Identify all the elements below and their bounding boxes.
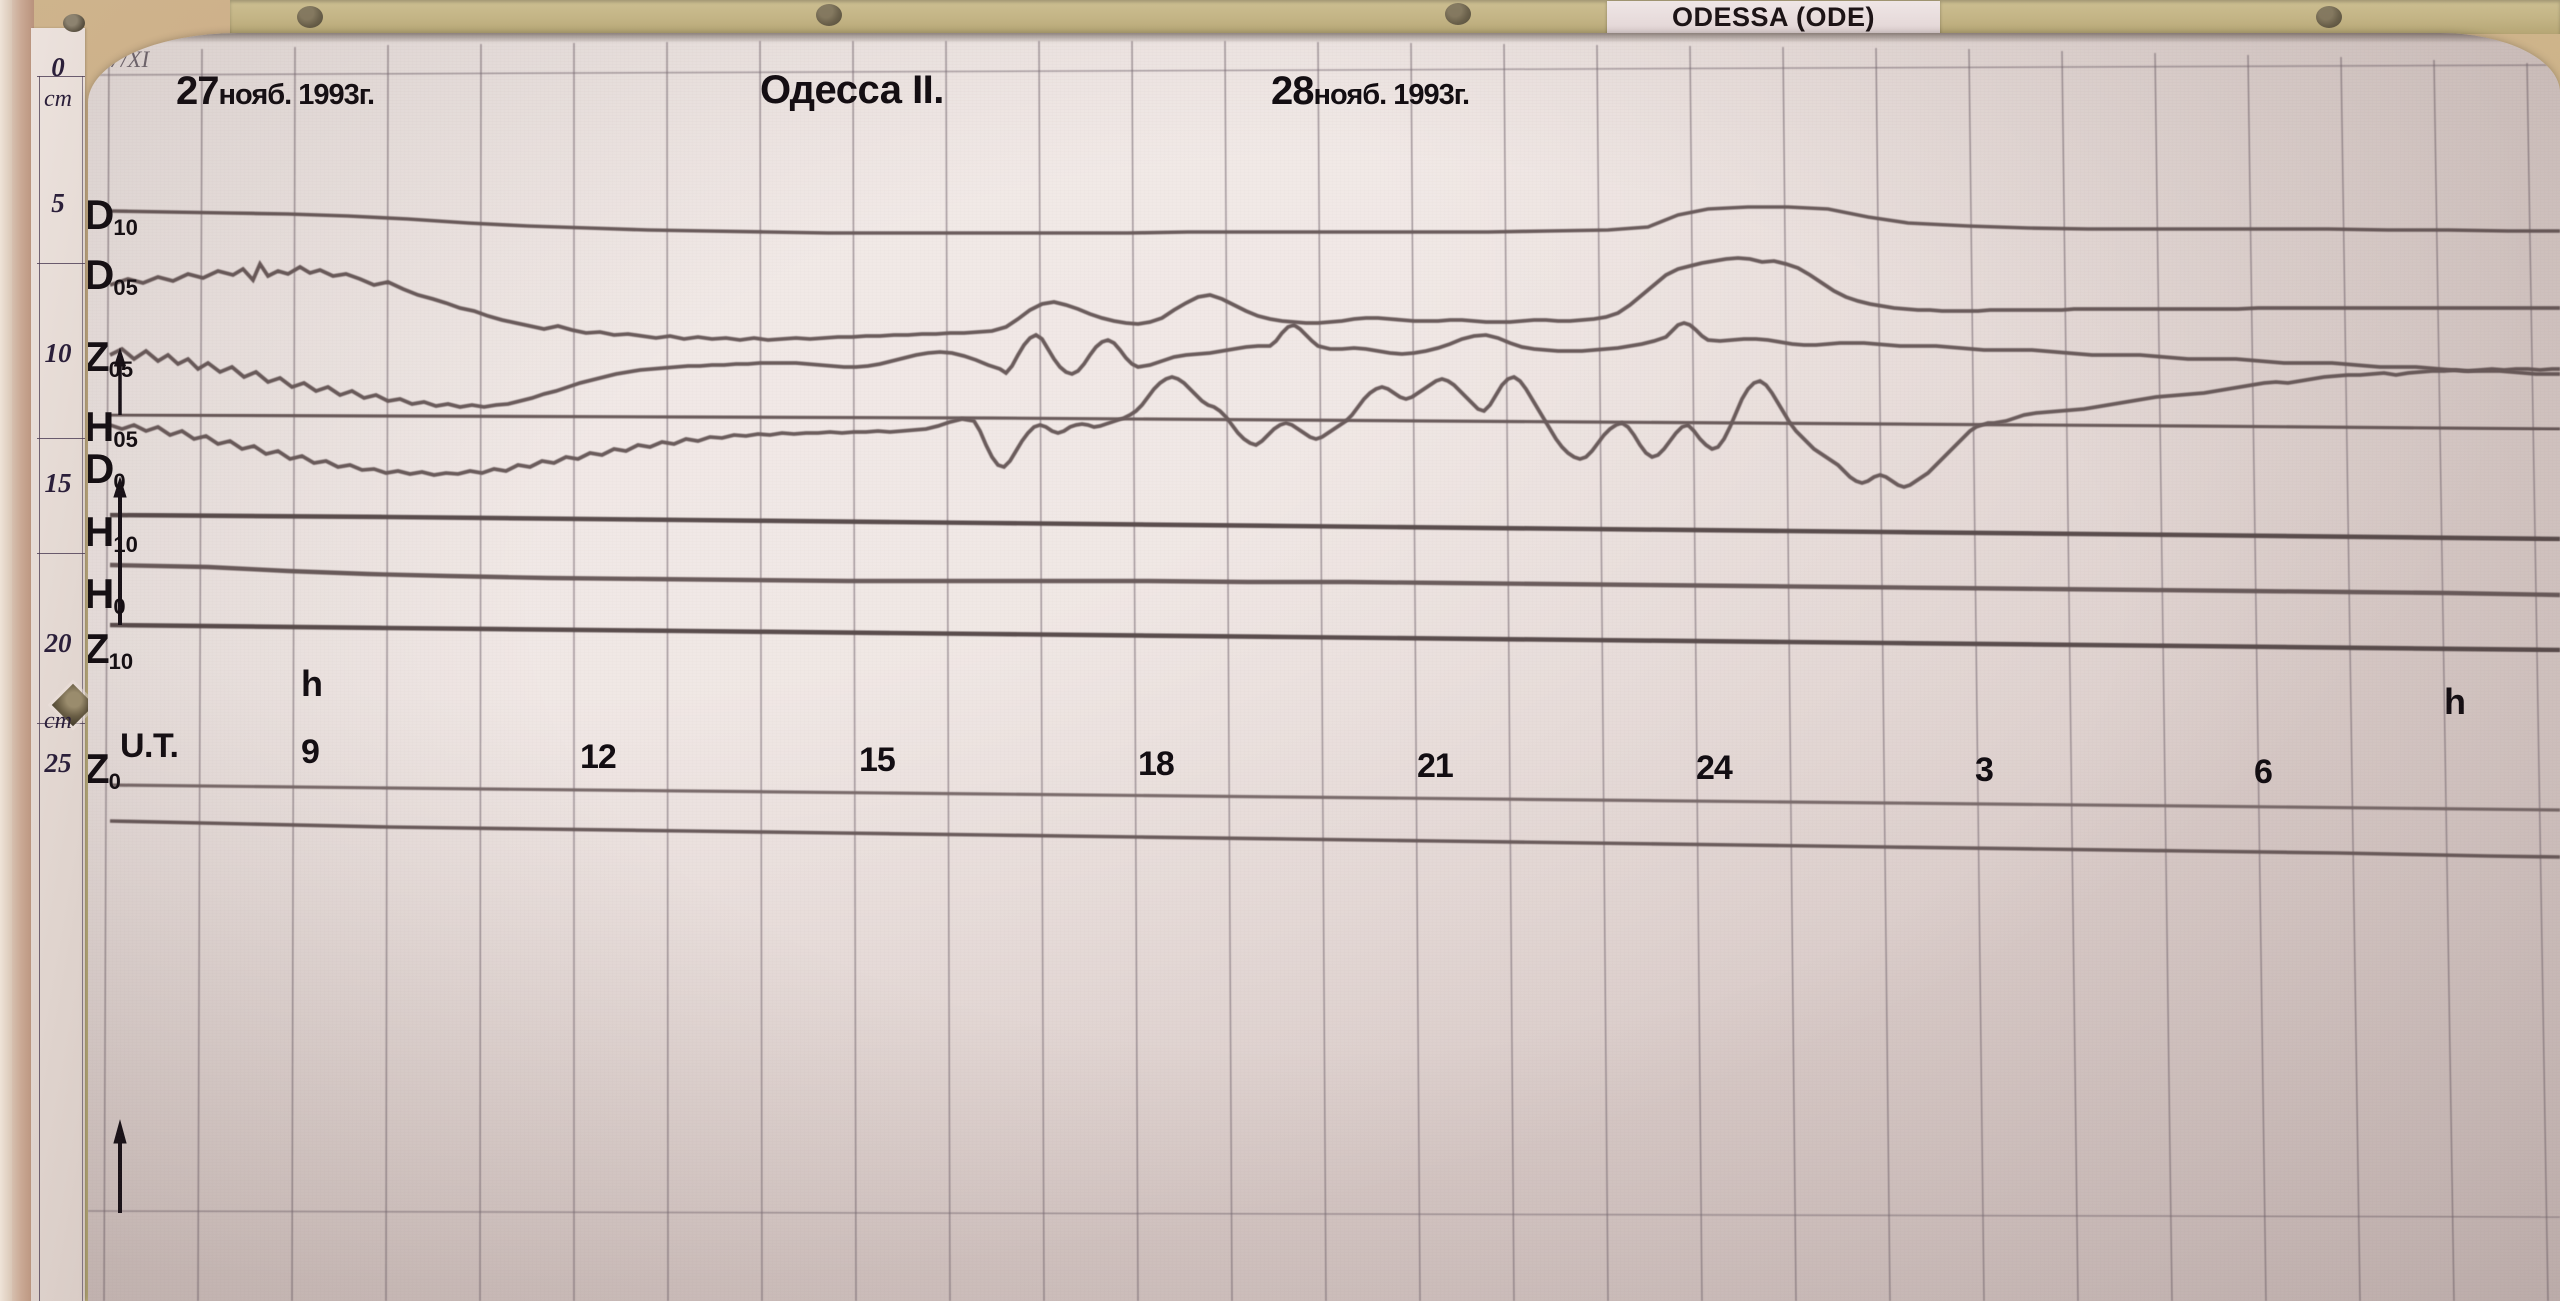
ruler-tick: [37, 438, 85, 439]
time-tick-24: 24: [1696, 749, 1733, 787]
universal-time-label: U.T.: [120, 727, 179, 765]
time-tick-18: 18: [1138, 745, 1175, 783]
trace-label-Z0: Z0: [88, 745, 121, 794]
time-tick-15: 15: [859, 741, 896, 779]
trace-label-H05: H05: [88, 403, 138, 452]
wood-batten: [230, 0, 2560, 34]
time-tick-12: 12: [580, 738, 617, 776]
scale-arrow-icon: [113, 347, 127, 415]
ruler-unit-top: cm: [44, 86, 72, 112]
ruler-vertical-line: [39, 76, 40, 1301]
grid-horizontal: [88, 64, 2560, 1218]
screw-icon: [2316, 6, 2342, 28]
trace-label-D0: D0: [88, 445, 126, 494]
trace-D10: [109, 205, 2560, 235]
screw-icon: [816, 4, 842, 26]
hour-symbol-left: h: [301, 663, 323, 704]
trace-label-Z10: Z10: [88, 625, 134, 674]
ruler-tick: [37, 263, 85, 264]
left-date-label: 27нояб. 1993г.: [176, 69, 376, 114]
ruler-mark-25: 25: [44, 748, 72, 778]
trace-Z10: [109, 783, 2560, 812]
scale-arrow-icon: [113, 476, 127, 625]
trace-label-Z05: Z05: [88, 333, 134, 382]
right-date-day: 28: [1271, 69, 1314, 113]
nail-icon: [63, 14, 85, 32]
ruler-tick: [37, 553, 85, 554]
ruler-tick: [37, 76, 85, 77]
wall-left-trim: [0, 0, 12, 1301]
ruler-mark-5: 5: [51, 188, 65, 218]
ruler-mark-20: 20: [44, 628, 72, 658]
trace-label-H10: H10: [88, 508, 138, 557]
time-tick-9: 9: [301, 733, 320, 771]
magnetogram-plot: [88, 40, 2560, 1301]
ruler-mark-10: 10: [44, 338, 72, 368]
ruler-tick: [37, 723, 85, 724]
scale-arrow-icon: [113, 1119, 127, 1213]
trace-H10-upper: [109, 512, 2560, 542]
ruler-mark-15: 15: [44, 468, 72, 498]
time-tick-3: 3: [1975, 751, 1994, 789]
ruler-vertical-line: [82, 76, 83, 1301]
hour-symbol-right: h: [2444, 681, 2466, 722]
pencil-date-note: 27/XI: [98, 47, 150, 72]
trace-label-H0: H0: [88, 570, 126, 619]
right-date-rest: нояб. 1993г.: [1313, 79, 1471, 111]
trace-D0: [109, 367, 2560, 490]
trace-D05: [109, 256, 2560, 342]
right-date-label: 28нояб. 1993г.: [1271, 69, 1471, 114]
screw-icon: [1445, 3, 1471, 25]
cm-ruler-strip: 0 cm 5 10 15 20 cm 25: [31, 14, 95, 1301]
station-name-tag: ODESSA (ODE): [1607, 1, 1940, 34]
left-date-day: 27: [176, 69, 219, 113]
time-tick-6: 6: [2254, 753, 2273, 791]
trace-Z05: [109, 320, 2560, 409]
screw-icon: [297, 6, 323, 28]
trace-label-D10: D10: [88, 191, 138, 240]
ruler-unit-bottom: cm: [44, 708, 72, 734]
sheet-top-shadow: [88, 33, 2560, 43]
trace-Z0: [109, 819, 2560, 859]
trace-H10: [109, 562, 2560, 598]
time-tick-21: 21: [1417, 747, 1454, 785]
trace-H05: [109, 413, 2560, 431]
magnetogram-sheet: 27/XI 27нояб. 1993г. Одесса II. 28нояб. …: [88, 33, 2560, 1301]
trace-H0: [109, 622, 2560, 653]
sheet-title: Одесса II.: [760, 68, 944, 112]
left-date-rest: нояб. 1993г.: [218, 79, 376, 111]
grid-vertical: [103, 40, 2549, 1301]
trace-label-D05: D05: [88, 251, 138, 300]
ruler-mark-0: 0: [51, 52, 65, 82]
station-name-label: ODESSA (ODE): [1671, 2, 1875, 32]
